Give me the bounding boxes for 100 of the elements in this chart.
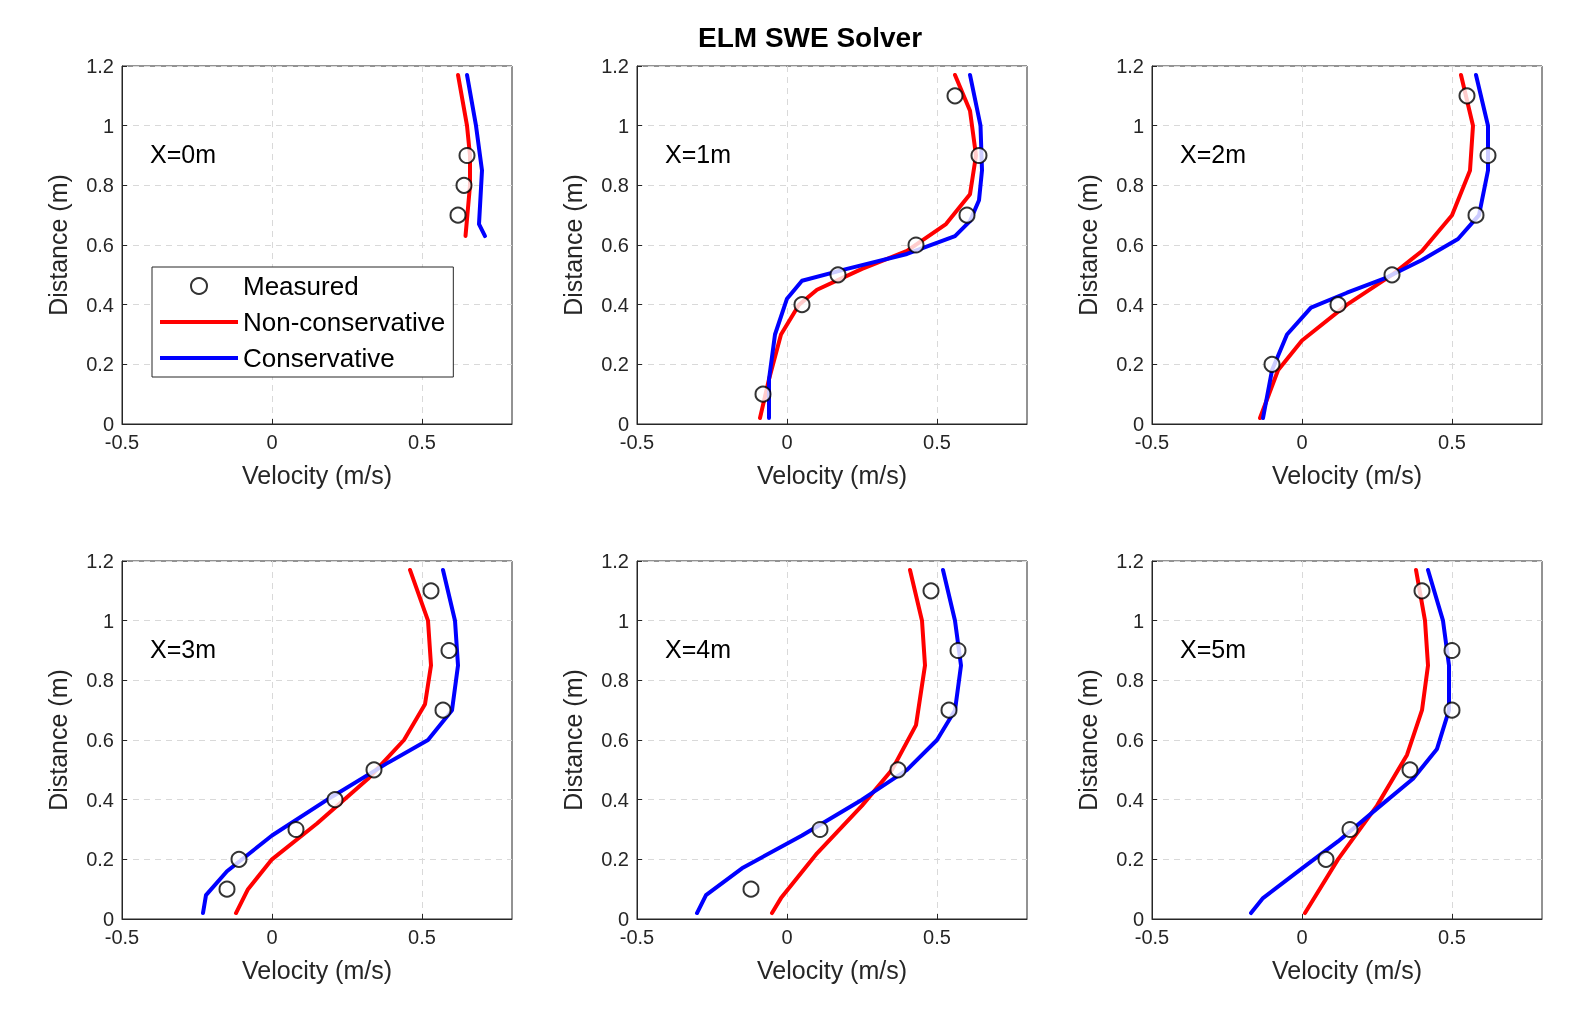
- point: [1329, 296, 1347, 314]
- y-tick-label: 1: [617, 609, 629, 632]
- y-tick-label: 0.4: [1116, 293, 1144, 316]
- point: [829, 266, 847, 284]
- point: [230, 850, 248, 868]
- x-tick-label: 0.5: [923, 926, 951, 948]
- y-tick-label: 0.2: [601, 848, 629, 871]
- y-tick-label: 0.6: [601, 729, 629, 751]
- y-axis-title: Distance (m): [43, 174, 72, 316]
- y-axis-title: Distance (m): [558, 669, 587, 811]
- x-tick-label: 0: [266, 431, 278, 453]
- y-tick-label: 0.6: [86, 234, 114, 256]
- x-tick-label: 0.5: [1438, 926, 1466, 948]
- point: [811, 821, 829, 838]
- point: [287, 821, 305, 838]
- x-tick-label: 0: [781, 431, 793, 453]
- point: [455, 176, 473, 194]
- y-tick-label: 1: [102, 609, 114, 632]
- point: [434, 701, 452, 719]
- point: [754, 385, 772, 403]
- x-tick-label: 0: [781, 926, 793, 948]
- chart-title: ELM SWE Solver: [698, 21, 923, 53]
- x-tick-label: 0.5: [1438, 431, 1466, 453]
- x-tick-label: 0: [1296, 926, 1308, 948]
- point: [1317, 850, 1335, 868]
- annotation: X=3m: [150, 634, 217, 663]
- x-tick-label: 0.5: [408, 926, 436, 948]
- y-tick-label: 0.8: [601, 669, 629, 692]
- annotation: X=1m: [665, 139, 732, 168]
- line-series: [770, 567, 927, 916]
- y-tick-label: 0.4: [601, 788, 629, 811]
- legend-label: Measured: [243, 271, 359, 301]
- y-axis-title: Distance (m): [558, 174, 587, 316]
- point: [440, 642, 458, 659]
- y-tick-label: 1: [617, 114, 629, 137]
- y-tick-label: 1.2: [86, 550, 114, 572]
- y-axis-title: Distance (m): [1073, 174, 1102, 316]
- point: [218, 880, 236, 898]
- x-axis-title: Velocity (m/s): [756, 955, 908, 984]
- point: [793, 296, 811, 314]
- y-tick-label: 1.2: [601, 550, 629, 572]
- y-tick-label: 0.2: [86, 353, 114, 376]
- y-axis-title: Distance (m): [43, 669, 72, 811]
- y-tick-label: 0.6: [601, 234, 629, 256]
- y-tick-label: 0.6: [86, 729, 114, 751]
- y-tick-label: 0.4: [601, 293, 629, 316]
- x-tick-label: 0: [1296, 431, 1308, 453]
- point: [1401, 761, 1419, 779]
- legend-label: Non-conservative: [243, 307, 446, 337]
- y-tick-label: 1.2: [86, 55, 114, 77]
- point: [949, 642, 967, 659]
- y-tick-label: 0.8: [601, 174, 629, 197]
- point: [889, 761, 907, 779]
- annotation: X=5m: [1180, 634, 1247, 663]
- annotation: X=2m: [1180, 139, 1247, 168]
- y-tick-label: 0.4: [1116, 788, 1144, 811]
- y-tick-label: 0.8: [86, 174, 114, 197]
- line-series: [234, 567, 433, 916]
- point: [1341, 821, 1359, 838]
- x-tick-label: 0.5: [923, 431, 951, 453]
- y-tick-label: 0.2: [601, 353, 629, 376]
- y-tick-label: 1: [1132, 114, 1144, 137]
- y-tick-label: 0.6: [1116, 234, 1144, 256]
- x-axis-title: Velocity (m/s): [756, 460, 908, 489]
- point: [422, 582, 440, 600]
- x-axis-title: Velocity (m/s): [1271, 955, 1423, 984]
- y-tick-label: 0.2: [86, 848, 114, 871]
- x-tick-label: 0: [266, 926, 278, 948]
- y-axis-title: Distance (m): [1073, 669, 1102, 811]
- y-tick-label: 0.4: [86, 788, 114, 811]
- line-series: [1303, 567, 1430, 916]
- x-axis-title: Velocity (m/s): [1271, 460, 1423, 489]
- point: [1263, 355, 1281, 373]
- x-tick-label: 0.5: [408, 431, 436, 453]
- y-tick-label: 0.2: [1116, 353, 1144, 376]
- x-axis-title: Velocity (m/s): [241, 955, 393, 984]
- y-tick-label: 1: [102, 114, 114, 137]
- x-axis-title: Velocity (m/s): [241, 460, 393, 489]
- y-tick-label: 1.2: [601, 55, 629, 77]
- point: [1467, 206, 1485, 224]
- y-tick-label: 0.6: [1116, 729, 1144, 751]
- point: [946, 87, 964, 105]
- annotation: X=0m: [150, 139, 217, 168]
- point: [1458, 87, 1476, 105]
- point: [940, 701, 958, 719]
- point: [907, 236, 925, 254]
- point: [365, 761, 383, 779]
- point: [458, 147, 476, 164]
- point: [326, 791, 344, 809]
- y-tick-label: 0.2: [1116, 848, 1144, 871]
- point: [449, 206, 467, 224]
- point: [1443, 642, 1461, 659]
- point: [1413, 582, 1431, 600]
- point: [1383, 266, 1401, 284]
- y-tick-label: 0.4: [86, 293, 114, 316]
- point: [970, 147, 988, 164]
- y-tick-label: 0.8: [1116, 174, 1144, 197]
- line-series: [465, 72, 487, 239]
- legend-label: Conservative: [243, 343, 395, 373]
- y-tick-label: 1.2: [1116, 55, 1144, 77]
